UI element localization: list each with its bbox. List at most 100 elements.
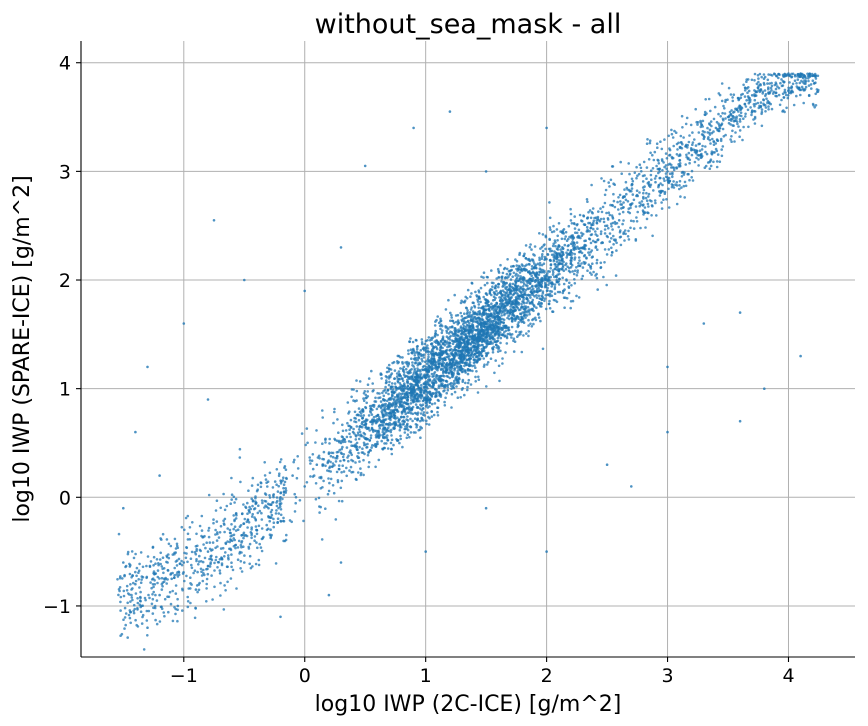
scatter-point	[807, 93, 811, 97]
scatter-point	[404, 425, 407, 428]
scatter-point	[753, 122, 757, 125]
grid-lines	[81, 41, 855, 657]
scatter-point	[712, 151, 715, 154]
scatter-point	[216, 545, 219, 548]
scatter-point	[355, 447, 358, 450]
scatter-point	[411, 419, 414, 423]
scatter-point	[229, 535, 232, 538]
scatter-point	[345, 474, 349, 478]
scatter-point	[563, 306, 566, 310]
scatter-point	[195, 558, 198, 561]
scatter-point	[183, 551, 186, 555]
scatter-point	[205, 587, 208, 590]
scatter-point	[213, 569, 216, 572]
scatter-point	[787, 94, 790, 97]
scatter-point	[269, 503, 273, 506]
scatter-point	[118, 576, 122, 580]
scatter-point	[757, 106, 761, 110]
scatter-point	[602, 220, 606, 224]
scatter-point	[742, 117, 745, 120]
scatter-point	[250, 497, 253, 501]
scatter-point	[464, 306, 468, 310]
scatter-point	[233, 519, 236, 523]
scatter-point	[577, 234, 580, 238]
scatter-point	[189, 587, 192, 590]
scatter-point	[201, 560, 205, 564]
scatter-point	[483, 283, 487, 287]
scatter-point	[476, 343, 480, 346]
scatter-point	[412, 399, 415, 403]
scatter-point	[497, 305, 500, 308]
scatter-point	[480, 340, 484, 344]
scatter-point	[522, 314, 526, 318]
scatter-point	[437, 321, 441, 325]
scatter-point	[697, 131, 701, 134]
scatter-point	[423, 386, 426, 390]
scatter-point	[529, 322, 532, 326]
scatter-point	[735, 120, 739, 123]
scatter-point	[197, 560, 201, 563]
scatter-point	[151, 597, 155, 601]
scatter-point	[480, 318, 484, 322]
scatter-point	[559, 248, 562, 251]
scatter-point	[247, 521, 251, 524]
scatter-point	[645, 191, 648, 195]
scatter-point	[353, 410, 357, 414]
scatter-point	[174, 584, 178, 587]
scatter-point	[571, 299, 575, 303]
scatter-point	[390, 385, 393, 389]
scatter-point	[275, 468, 279, 471]
scatter-point	[437, 359, 440, 362]
scatter-point	[529, 271, 532, 275]
scatter-point	[392, 360, 396, 364]
scatter-point	[569, 219, 573, 222]
scatter-point	[785, 74, 789, 77]
scatter-point	[686, 157, 690, 161]
scatter-point	[566, 265, 569, 269]
scatter-point	[409, 396, 413, 400]
scatter-point	[282, 519, 286, 523]
scatter-point	[506, 295, 510, 298]
scatter-point	[516, 269, 519, 272]
scatter-point	[359, 434, 363, 438]
scatter-point	[628, 211, 632, 215]
scatter-point	[504, 286, 507, 289]
scatter-point	[220, 563, 224, 567]
scatter-point	[689, 123, 693, 127]
scatter-point	[457, 380, 460, 384]
scatter-point	[340, 479, 344, 483]
scatter-point	[396, 354, 400, 358]
scatter-point	[721, 111, 724, 115]
scatter-point	[814, 104, 818, 107]
scatter-point	[522, 254, 526, 257]
scatter-point	[357, 437, 361, 441]
scatter-point	[169, 544, 173, 548]
scatter-point	[154, 618, 157, 622]
scatter-point	[795, 82, 798, 85]
scatter-point	[712, 130, 715, 133]
scatter-point	[466, 319, 470, 323]
scatter-point	[651, 153, 654, 157]
scatter-point	[667, 134, 670, 138]
scatter-point	[757, 89, 760, 92]
scatter-point	[603, 261, 606, 264]
scatter-point	[650, 214, 653, 217]
scatter-point	[366, 453, 370, 457]
scatter-point	[251, 565, 254, 568]
scatter-point	[642, 160, 646, 164]
scatter-point	[353, 445, 357, 448]
scatter-point	[762, 98, 765, 101]
scatter-point	[382, 397, 385, 401]
scatter-point	[463, 364, 466, 368]
scatter-point	[398, 382, 402, 385]
scatter-point	[135, 574, 138, 578]
scatter-point	[477, 347, 480, 350]
scatter-point	[586, 228, 589, 232]
scatter-point	[377, 405, 381, 408]
scatter-point	[222, 519, 225, 522]
scatter-point	[499, 349, 502, 353]
scatter-point	[404, 367, 408, 371]
scatter-point	[645, 199, 649, 202]
scatter-point	[459, 311, 463, 315]
scatter-point	[477, 303, 481, 306]
